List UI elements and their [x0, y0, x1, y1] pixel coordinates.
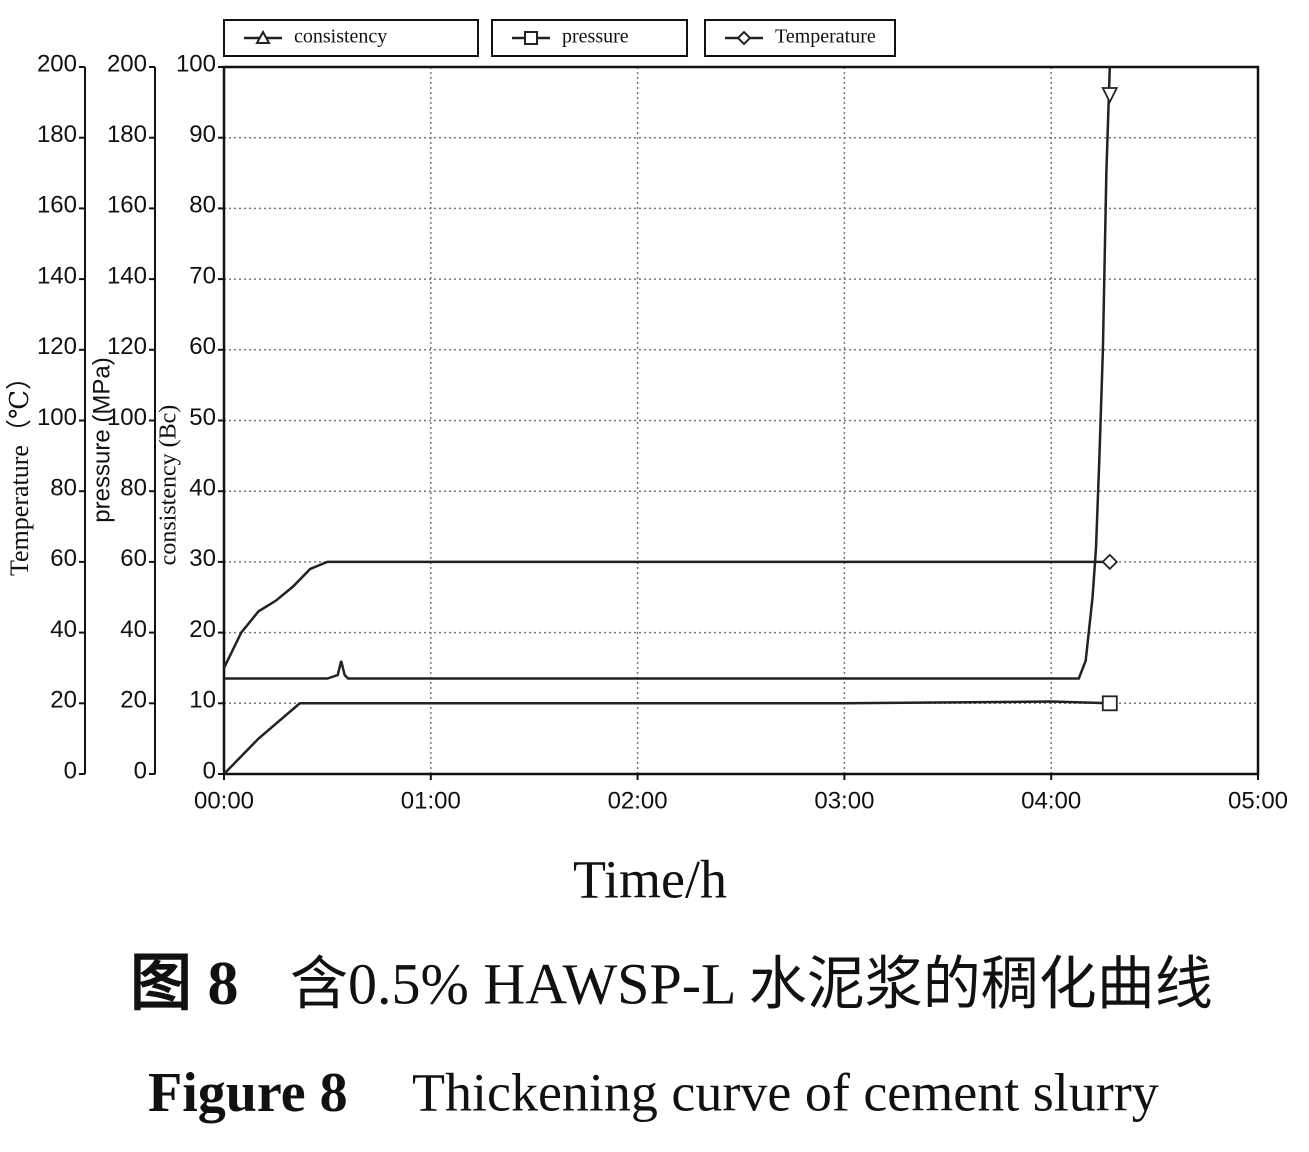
series-line [224, 66, 1112, 680]
y2-tick-label: 140 [107, 262, 147, 289]
y3-tick-label: 140 [37, 262, 77, 289]
y3-tick-label: 200 [37, 50, 77, 77]
y2-tick-label: 100 [107, 404, 147, 431]
y-tick-label: 40 [189, 475, 216, 502]
y2-tick-label: 20 [120, 687, 147, 714]
caption-zh-text: 含0.5% HAWSP-L 水泥浆的稠化曲线 [290, 951, 1213, 1016]
y-tick-label: 80 [189, 192, 216, 219]
y2-axis-title: pressure (MPa) [88, 357, 115, 522]
marker [1101, 695, 1118, 712]
y3-tick-label: 20 [50, 687, 77, 714]
x-tick-label: 00:00 [194, 787, 254, 814]
y-tick-label: 10 [189, 687, 216, 714]
y3-tick-label: 80 [50, 475, 77, 502]
x-axis-title: Time/h [573, 849, 727, 909]
y-tick-label: 90 [189, 121, 216, 148]
x-tick-label: 03:00 [814, 787, 874, 814]
y-tick-label: 0 [203, 757, 216, 784]
y-axis-title: consistency (Bc) [156, 405, 182, 566]
marker [255, 29, 271, 44]
y-tick-label: 100 [176, 50, 216, 77]
y2-tick-label: 200 [107, 50, 147, 77]
x-tick-label: 04:00 [1021, 787, 1081, 814]
y3-tick-label: 60 [50, 545, 77, 572]
caption-en-text: Thickening curve of cement slurry [412, 1062, 1159, 1122]
marker [1101, 553, 1119, 571]
y-tick-label: 70 [189, 262, 216, 289]
y3-tick-label: 100 [37, 404, 77, 431]
x-tick-label: 02:00 [608, 787, 668, 814]
y2-tick-label: 80 [120, 475, 147, 502]
y3-tick-label: 180 [37, 121, 77, 148]
y-tick-label: 50 [189, 404, 216, 431]
y3-tick-label: 160 [37, 192, 77, 219]
y2-tick-label: 60 [120, 545, 147, 572]
series-line [222, 560, 1110, 669]
y-tick-label: 60 [189, 333, 216, 360]
y-tick-label: 30 [189, 545, 216, 572]
y2-tick-label: 180 [107, 121, 147, 148]
y2-tick-label: 120 [107, 333, 147, 360]
y2-tick-label: 40 [120, 616, 147, 643]
marker [736, 30, 752, 46]
y2-tick-label: 0 [134, 757, 147, 784]
marker [1101, 87, 1119, 105]
caption-zh-label: 图 8 [130, 950, 239, 1018]
caption-en-label: Figure 8 [148, 1062, 348, 1124]
y3-tick-label: 40 [50, 616, 77, 643]
legend-label: Temperature [775, 26, 876, 48]
y-tick-label: 20 [189, 616, 216, 643]
series-line [223, 700, 1110, 775]
y2-tick-label: 160 [107, 192, 147, 219]
legend-label: consistency [294, 26, 387, 48]
x-tick-label: 01:00 [401, 787, 461, 814]
marker [524, 31, 538, 45]
y3-axis-title: Temperature（℃） [5, 364, 34, 576]
y3-tick-label: 0 [64, 757, 77, 784]
y3-tick-label: 120 [37, 333, 77, 360]
x-tick-label: 05:00 [1228, 787, 1288, 814]
legend-label: pressure [562, 26, 629, 48]
